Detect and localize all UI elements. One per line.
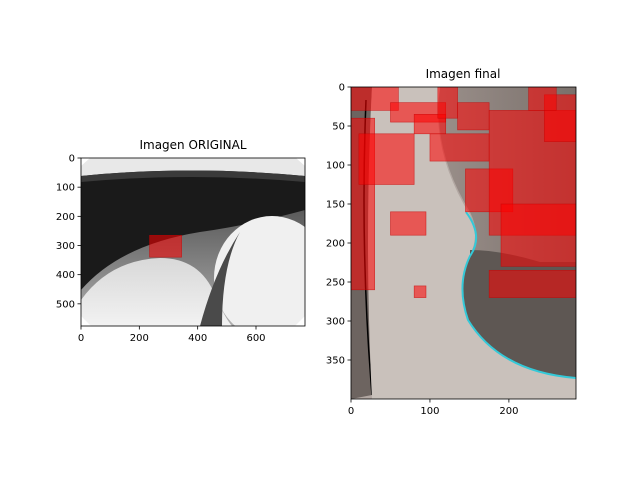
highlight-region	[457, 102, 490, 131]
highlight-region	[149, 234, 182, 258]
x-tick-label: 200	[130, 333, 149, 344]
x-tick-label: 100	[420, 406, 439, 417]
highlight-region	[390, 211, 427, 236]
x-tick-label: 600	[246, 333, 265, 344]
y-tick-label: 250	[326, 278, 345, 289]
y-tick-label: 400	[56, 270, 75, 281]
highlight-region	[351, 87, 399, 111]
highlight-region	[528, 87, 557, 111]
original-axes-frame	[80, 157, 306, 327]
x-tick-label: 0	[78, 333, 84, 344]
y-tick-label: 300	[326, 317, 345, 328]
highlight-region	[358, 133, 415, 185]
original-image-axes: Imagen ORIGINAL 0 200 400 600 0 100 200 300 400…	[56, 138, 306, 344]
x-tick-label: 400	[188, 333, 207, 344]
y-tick-label: 350	[326, 356, 345, 367]
final-image-title: Imagen final	[426, 67, 501, 81]
x-tick-label: 200	[499, 406, 518, 417]
final-image-axes: Imagen final 0 100 200 0 50 100 150 200 250 300 3…	[326, 67, 577, 417]
highlight-region	[429, 133, 490, 162]
y-tick-label: 200	[326, 239, 345, 250]
y-tick-label: 100	[56, 183, 75, 194]
highlight-region	[437, 87, 458, 119]
y-tick-label: 0	[69, 154, 75, 165]
x-tick-label: 0	[348, 406, 354, 417]
y-tick-label: 0	[339, 83, 345, 94]
y-tick-label: 150	[326, 200, 345, 211]
final-image	[351, 87, 576, 399]
highlight-region	[413, 285, 427, 298]
y-tick-label: 50	[332, 122, 345, 133]
original-image-title: Imagen ORIGINAL	[139, 138, 246, 152]
original-image	[81, 158, 305, 326]
y-tick-label: 100	[326, 161, 345, 172]
y-tick-label: 200	[56, 212, 75, 223]
highlight-region	[488, 269, 576, 298]
highlight-region	[500, 203, 576, 267]
y-tick-label: 300	[56, 241, 75, 252]
y-tick-label: 500	[56, 299, 75, 310]
